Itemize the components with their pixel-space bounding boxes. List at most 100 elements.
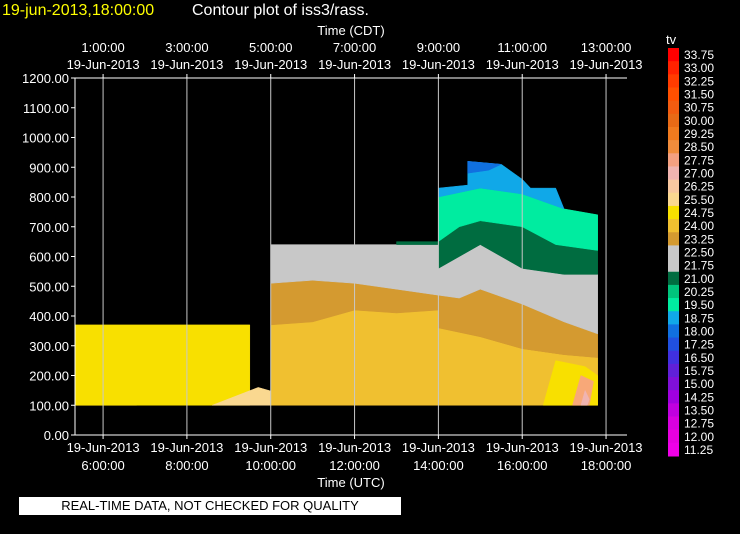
- colorbar-level-label: 27.75: [684, 153, 714, 167]
- top-tick-time: 1:00:00: [81, 40, 124, 55]
- colorbar-swatch: [668, 100, 679, 115]
- colorbar-swatch: [668, 416, 679, 431]
- top-axis-title: Time (CDT): [317, 23, 384, 38]
- y-tick-label: 500.00: [29, 279, 69, 294]
- timestamp-label: 19-jun-2013,18:00:00: [2, 2, 155, 19]
- y-tick-label: 800.00: [29, 190, 69, 205]
- bottom-tick-date: 19-Jun-2013: [150, 440, 223, 455]
- y-tick-label: 700.00: [29, 220, 69, 235]
- colorbar-swatch: [668, 258, 679, 273]
- colorbar-level-label: 12.00: [684, 430, 714, 444]
- colorbar-swatch: [668, 271, 679, 286]
- colorbar-swatch: [668, 337, 679, 352]
- bottom-axis-title: Time (UTC): [317, 475, 384, 490]
- top-tick-date: 19-Jun-2013: [150, 57, 223, 72]
- top-tick-time: 11:00:00: [497, 40, 547, 55]
- colorbar-level-label: 32.25: [684, 74, 714, 88]
- colorbar-swatch: [668, 61, 679, 75]
- colorbar-swatch: [668, 48, 679, 62]
- colorbar-swatch: [668, 179, 679, 194]
- y-tick-label: 1100.00: [23, 101, 69, 116]
- top-tick-time: 7:00:00: [333, 40, 376, 55]
- bottom-tick-date: 19-Jun-2013: [402, 440, 475, 455]
- colorbar-level-label: 12.75: [684, 417, 714, 431]
- colorbar-swatch: [668, 140, 679, 154]
- colorbar-level-label: 33.00: [684, 61, 714, 75]
- colorbar-swatch: [668, 390, 679, 404]
- colorbar-swatch: [668, 205, 679, 220]
- colorbar-swatch: [668, 153, 679, 167]
- colorbar-swatch: [668, 363, 679, 378]
- colorbar-level-label: 23.25: [684, 232, 714, 246]
- colorbar-swatch: [668, 126, 679, 141]
- top-tick-date: 19-Jun-2013: [402, 57, 475, 72]
- colorbar-swatch: [668, 245, 679, 260]
- colorbar-title: tv: [666, 32, 677, 47]
- bottom-tick-time: 16:00:00: [497, 458, 548, 473]
- colorbar-swatch: [668, 87, 679, 102]
- colorbar-level-label: 33.75: [684, 48, 714, 62]
- bottom-tick-time: 12:00:00: [329, 458, 380, 473]
- contour-region-11: [438, 161, 565, 210]
- colorbar-swatch: [668, 219, 679, 233]
- y-tick-label: 1200.00: [22, 71, 69, 86]
- contour-region-12: [467, 161, 503, 174]
- colorbar-level-label: 13.50: [684, 403, 714, 417]
- bottom-tick-date: 19-Jun-2013: [67, 440, 140, 455]
- bottom-tick-time: 10:00:00: [245, 458, 296, 473]
- top-tick-time: 3:00:00: [165, 40, 208, 55]
- colorbar-swatch: [668, 403, 679, 418]
- y-tick-label: 900.00: [29, 160, 69, 175]
- bottom-tick-time: 18:00:00: [581, 458, 632, 473]
- colorbar-swatch: [668, 113, 679, 128]
- colorbar-level-label: 17.25: [684, 338, 714, 352]
- colorbar-swatch: [668, 166, 679, 181]
- colorbar-level-label: 30.75: [684, 101, 714, 115]
- top-tick-time: 13:00:00: [581, 40, 632, 55]
- colorbar-level-label: 18.75: [684, 311, 714, 325]
- colorbar-swatch: [668, 192, 679, 207]
- top-tick-time: 9:00:00: [417, 40, 460, 55]
- top-tick-date: 19-Jun-2013: [318, 57, 391, 72]
- bottom-tick-date: 19-Jun-2013: [234, 440, 307, 455]
- y-tick-label: 1000.00: [22, 131, 69, 146]
- colorbar-level-label: 21.00: [684, 272, 714, 286]
- colorbar-level-label: 29.25: [684, 127, 714, 141]
- plot-title: Contour plot of iss3/rass.: [192, 2, 369, 19]
- colorbar-level-label: 27.00: [684, 167, 714, 181]
- contour-region-15: [580, 389, 590, 406]
- colorbar-level-label: 31.50: [684, 88, 714, 102]
- y-tick-label: 200.00: [29, 369, 69, 384]
- colorbar-level-label: 15.00: [684, 377, 714, 391]
- contour-region-1: [74, 324, 251, 406]
- colorbar-swatch: [668, 74, 679, 88]
- quality-warning-banner: REAL-TIME DATA, NOT CHECKED FOR QUALITY: [19, 497, 401, 515]
- colorbar-level-label: 20.25: [684, 285, 714, 299]
- bottom-tick-date: 19-Jun-2013: [486, 440, 559, 455]
- colorbar-level-label: 24.75: [684, 206, 714, 220]
- colorbar-level-label: 14.25: [684, 390, 714, 404]
- colorbar-level-label: 21.75: [684, 259, 714, 273]
- colorbar-level-label: 28.50: [684, 140, 714, 154]
- colorbar-level-label: 26.25: [684, 180, 714, 194]
- bottom-tick-time: 6:00:00: [81, 458, 124, 473]
- colorbar-level-label: 22.50: [684, 246, 714, 260]
- top-tick-date: 19-Jun-2013: [234, 57, 307, 72]
- colorbar-swatch: [668, 442, 679, 457]
- y-tick-label: 400.00: [29, 309, 69, 324]
- colorbar-swatch: [668, 232, 679, 246]
- colorbar-swatch: [668, 377, 679, 391]
- colorbar-swatch: [668, 324, 679, 339]
- y-tick-label: 0.00: [44, 428, 69, 443]
- colorbar-level-label: 18.00: [684, 324, 714, 338]
- colorbar-swatch: [668, 298, 679, 312]
- top-tick-date: 19-Jun-2013: [570, 57, 643, 72]
- y-tick-label: 600.00: [29, 250, 69, 265]
- y-tick-label: 300.00: [29, 339, 69, 354]
- colorbar-level-label: 15.75: [684, 364, 714, 378]
- colorbar-swatch: [668, 429, 679, 444]
- bottom-tick-time: 8:00:00: [165, 458, 208, 473]
- colorbar-level-label: 19.50: [684, 298, 714, 312]
- colorbar-level-label: 11.25: [684, 443, 713, 457]
